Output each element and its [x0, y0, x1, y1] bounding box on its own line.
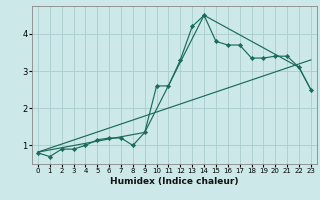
X-axis label: Humidex (Indice chaleur): Humidex (Indice chaleur): [110, 177, 239, 186]
